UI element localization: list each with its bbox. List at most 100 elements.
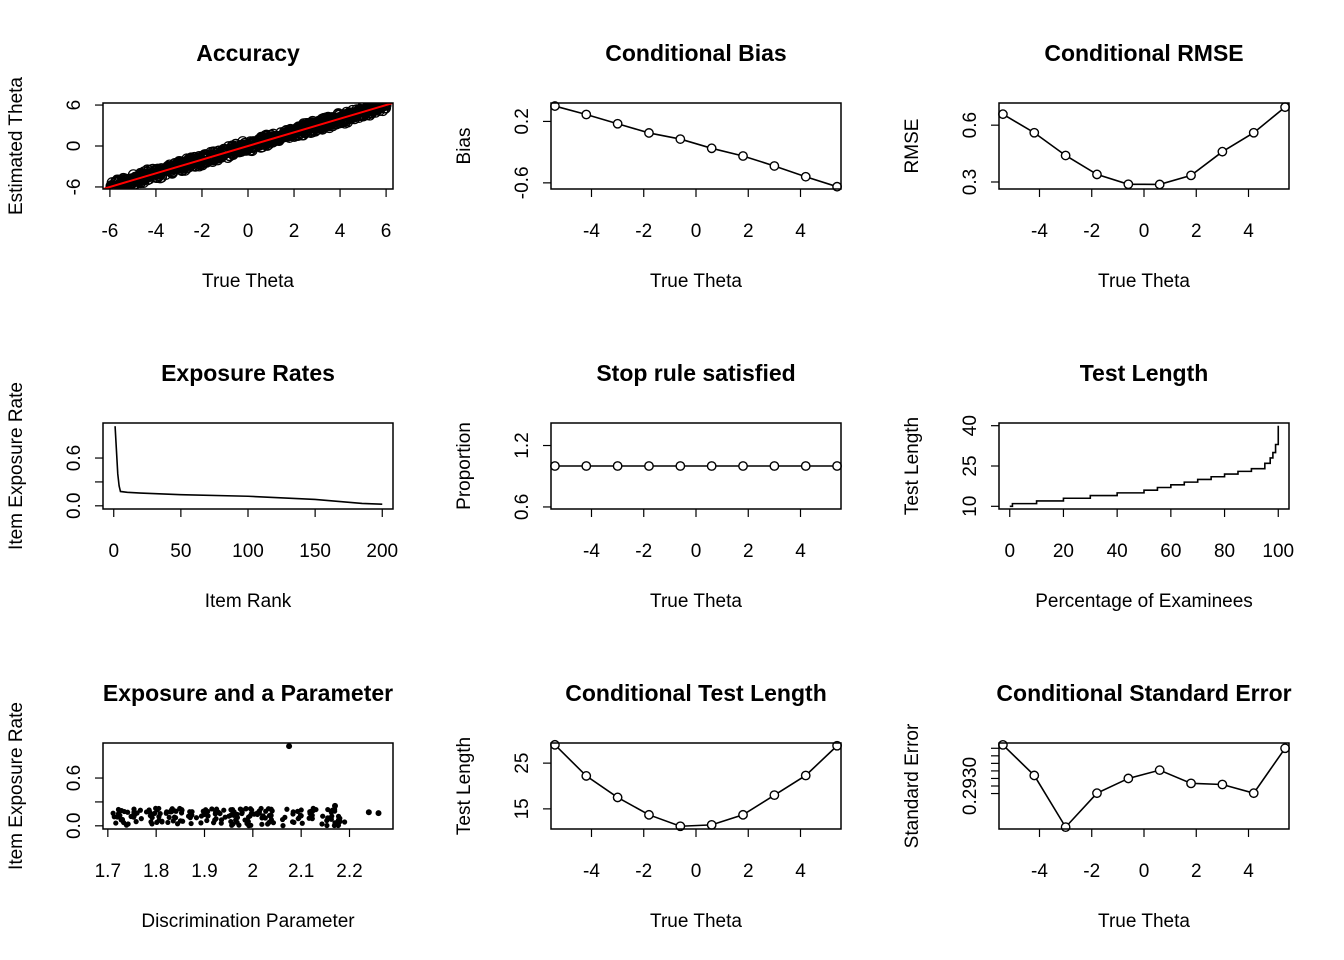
data-point <box>296 815 302 821</box>
data-point <box>198 820 204 826</box>
y-tick-label: 1.2 <box>512 432 533 458</box>
x-tick-label: 2 <box>743 541 754 562</box>
data-point <box>148 819 154 825</box>
data-point <box>612 118 623 129</box>
data-point <box>800 770 811 781</box>
data-point <box>1217 146 1228 157</box>
data-point <box>331 822 337 829</box>
data-point <box>199 156 211 168</box>
data-point <box>299 820 305 826</box>
x-tick-label: -6 <box>101 221 118 242</box>
plot-frame <box>550 422 842 510</box>
data-point <box>358 109 370 121</box>
x-tick-label: 20 <box>1053 541 1074 562</box>
x-tick-label: -4 <box>583 541 600 562</box>
data-point <box>204 817 210 824</box>
x-tick-label: 2 <box>1191 861 1202 882</box>
data-point <box>998 109 1008 120</box>
data-point <box>324 817 330 824</box>
data-point <box>177 805 183 812</box>
data-point <box>119 816 126 823</box>
data-point <box>270 820 277 826</box>
series-line <box>1002 106 1286 186</box>
data-point <box>198 813 205 819</box>
y-tick-label: 0 <box>64 141 85 152</box>
data-point <box>319 821 325 827</box>
data-point <box>180 158 192 170</box>
data-point <box>116 807 122 814</box>
data-point <box>260 813 266 819</box>
x-tick-label: 0 <box>1139 861 1150 882</box>
chart-title: Conditional RMSE <box>1044 40 1243 66</box>
y-tick-label: 0.6 <box>512 494 533 520</box>
x-tick-label: 0 <box>691 541 702 562</box>
data-point <box>581 109 592 120</box>
x-tick-label: 200 <box>366 541 398 562</box>
data-point <box>1217 779 1228 790</box>
plot-frame <box>998 742 1290 830</box>
plot-frame <box>998 102 1290 190</box>
chart-title: Conditional Standard Error <box>996 680 1291 706</box>
data-point <box>706 819 717 830</box>
chart-title: Exposure Rates <box>161 360 335 386</box>
data-point <box>342 819 348 825</box>
data-point <box>248 822 254 828</box>
data-point <box>156 814 162 820</box>
series-line <box>1002 744 1286 829</box>
data-point <box>644 809 654 820</box>
x-axis-label: True Theta <box>1098 271 1190 292</box>
data-point <box>738 151 748 161</box>
x-tick-label: -2 <box>635 541 652 562</box>
x-tick-label: 50 <box>170 541 191 562</box>
data-point <box>290 811 296 817</box>
data-point <box>1186 778 1196 789</box>
x-tick-label: 0 <box>691 861 702 882</box>
y-tick-label: 40 <box>960 415 981 436</box>
data-point <box>1186 170 1196 181</box>
data-point <box>1280 743 1290 754</box>
data-point <box>738 461 748 471</box>
data-point <box>110 810 116 816</box>
x-tick-label: -4 <box>1031 221 1048 242</box>
x-tick-label: 2 <box>743 861 754 882</box>
x-tick-label: 0 <box>1139 221 1150 242</box>
data-point <box>1123 179 1134 190</box>
data-point <box>1060 822 1071 833</box>
data-point <box>298 807 304 813</box>
data-point <box>200 152 212 165</box>
data-point <box>131 806 137 812</box>
plot-frame <box>550 102 842 190</box>
data-point <box>612 792 623 803</box>
data-point <box>217 810 223 817</box>
data-point <box>1280 102 1290 113</box>
data-point <box>229 822 235 828</box>
data-point <box>218 820 224 826</box>
chart-panel-6: Test Length Percentage of Examinees Test L… <box>902 360 1294 612</box>
x-tick-label: -2 <box>1083 861 1100 882</box>
y-tick-label: 15 <box>512 798 533 819</box>
data-point <box>171 814 178 820</box>
data-point <box>644 461 654 471</box>
data-point <box>165 819 171 826</box>
data-point <box>309 816 315 822</box>
data-point <box>269 808 275 814</box>
x-tick-label: 2.1 <box>288 861 314 882</box>
x-tick-label: 0 <box>243 221 254 242</box>
y-tick-label: 0.0 <box>64 813 85 839</box>
data-point <box>1092 169 1102 180</box>
y-tick-label: 0.0 <box>64 493 85 519</box>
x-axis-label: True Theta <box>650 911 742 932</box>
x-tick-label: -4 <box>1031 861 1048 882</box>
data-point <box>177 818 184 824</box>
y-tick-label: 0.2930 <box>960 757 981 815</box>
chart-panel-2: Conditional Bias True Theta Bias -4 -2 0 2 4 -0.… <box>454 40 842 292</box>
x-tick-label: 4 <box>795 221 806 242</box>
x-tick-label: 80 <box>1214 541 1235 562</box>
y-tick-label: 0.6 <box>64 765 85 791</box>
x-tick-label: -4 <box>147 221 164 242</box>
plot-area <box>110 743 382 829</box>
data-point <box>156 817 162 823</box>
chart-title: Conditional Test Length <box>565 680 827 706</box>
data-point <box>234 814 241 821</box>
